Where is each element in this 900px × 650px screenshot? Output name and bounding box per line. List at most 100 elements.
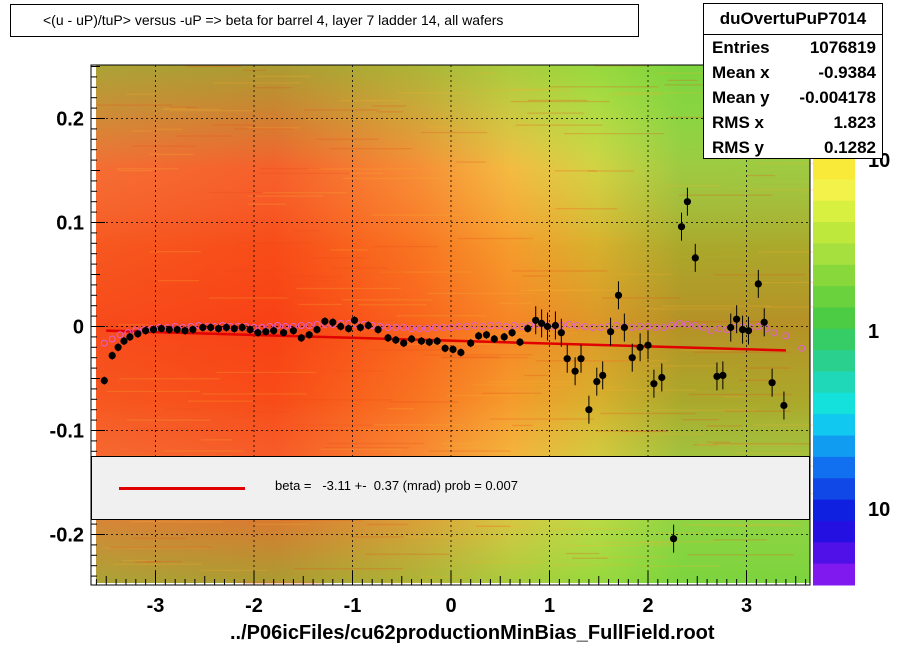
texture-streak (724, 410, 791, 412)
texture-streak (396, 315, 486, 317)
texture-streak (640, 541, 718, 543)
stats-name: duOvertuPuP7014 (704, 4, 882, 35)
data-point-open (644, 323, 652, 330)
texture-streak (110, 546, 212, 548)
texture-streak (420, 576, 465, 578)
texture-streak (555, 208, 618, 210)
texture-streak (383, 581, 464, 584)
texture-streak (499, 302, 532, 304)
texture-streak (372, 246, 438, 248)
texture-streak (296, 287, 401, 290)
data-point (599, 371, 607, 379)
texture-streak (205, 362, 245, 364)
texture-streak (527, 289, 594, 291)
texture-streak (742, 367, 791, 369)
texture-streak (751, 281, 845, 284)
texture-streak (208, 297, 289, 299)
texture-streak (339, 100, 403, 102)
texture-streak (249, 75, 311, 77)
texture-streak (685, 321, 768, 323)
data-point (449, 345, 457, 353)
texture-streak (305, 118, 403, 120)
texture-streak (359, 429, 436, 431)
texture-streak (229, 268, 250, 270)
texture-streak (524, 374, 548, 377)
axes: -3 -2 -1 0 1 2 3 0.2 0.1 0 -0.1 -0.2 (50, 66, 807, 617)
texture-streak (596, 556, 667, 558)
texture-streak (513, 88, 554, 90)
texture-streak (161, 108, 220, 111)
colorbar-segment (813, 200, 855, 223)
data-point (543, 322, 552, 331)
texture-streak (608, 93, 662, 96)
texture-streak (304, 109, 380, 111)
data-point-open (266, 323, 274, 330)
texture-streak (586, 386, 622, 388)
texture-streak (692, 444, 719, 446)
texture-streak (397, 343, 496, 345)
data-point-open (447, 324, 455, 331)
texture-streak (232, 416, 254, 418)
texture-streak (242, 69, 267, 71)
x-tick-label: 0 (445, 595, 456, 617)
texture-streak (216, 371, 316, 374)
texture-streak (323, 447, 410, 449)
data-point (392, 336, 400, 344)
texture-streak (587, 170, 634, 172)
texture-streak (236, 242, 314, 244)
texture-streak (213, 82, 302, 84)
texture-streak (482, 89, 573, 91)
data-point (490, 335, 498, 343)
texture-streak (246, 127, 300, 129)
data-point (364, 321, 372, 330)
texture-streak (365, 553, 450, 555)
data-point (100, 377, 108, 385)
data-point-open (486, 322, 494, 329)
chart-title: <(u - uP)/tuP> versus -uP => beta for ba… (10, 4, 639, 37)
texture-streak (512, 424, 533, 427)
texture-streak (528, 99, 588, 102)
data-point-open (589, 324, 597, 331)
texture-streak (600, 412, 696, 415)
texture-streak (746, 174, 776, 177)
texture-streak (679, 194, 773, 196)
y-tick-label: 0.1 (56, 213, 84, 235)
data-point-open (384, 324, 392, 331)
data-point (120, 337, 128, 345)
stats-label: RMS x (712, 113, 764, 132)
texture-streak (523, 275, 548, 277)
texture-streak (697, 444, 794, 446)
texture-streak (422, 354, 533, 356)
texture-streak (200, 569, 267, 572)
data-point (134, 330, 142, 338)
data-point-open (471, 322, 479, 329)
data-point (165, 326, 173, 334)
data-point (733, 315, 741, 323)
data-point (516, 338, 524, 346)
texture-streak (389, 401, 459, 403)
data-point (614, 291, 623, 299)
texture-streak (706, 425, 743, 427)
texture-streak (681, 349, 784, 352)
data-point-open (479, 323, 486, 330)
data-point (246, 326, 254, 334)
data-point-open (502, 323, 510, 330)
data-point (189, 326, 197, 334)
texture-streak (536, 360, 637, 362)
x-tick-label: -1 (344, 595, 362, 617)
colorbar-segment (813, 307, 855, 330)
texture-streak (165, 408, 201, 410)
texture-streak (654, 409, 757, 411)
stats-label: Entries (712, 38, 770, 57)
texture-streak (158, 280, 200, 282)
texture-streak (181, 345, 255, 347)
texture-streak (235, 581, 314, 583)
texture-streak (286, 399, 393, 401)
texture-streak (618, 273, 671, 275)
colorbar-tick-label: 10 (868, 499, 890, 521)
data-point (744, 327, 753, 335)
data-point-open (628, 324, 636, 331)
data-point (337, 322, 345, 331)
texture-streak (188, 400, 253, 402)
